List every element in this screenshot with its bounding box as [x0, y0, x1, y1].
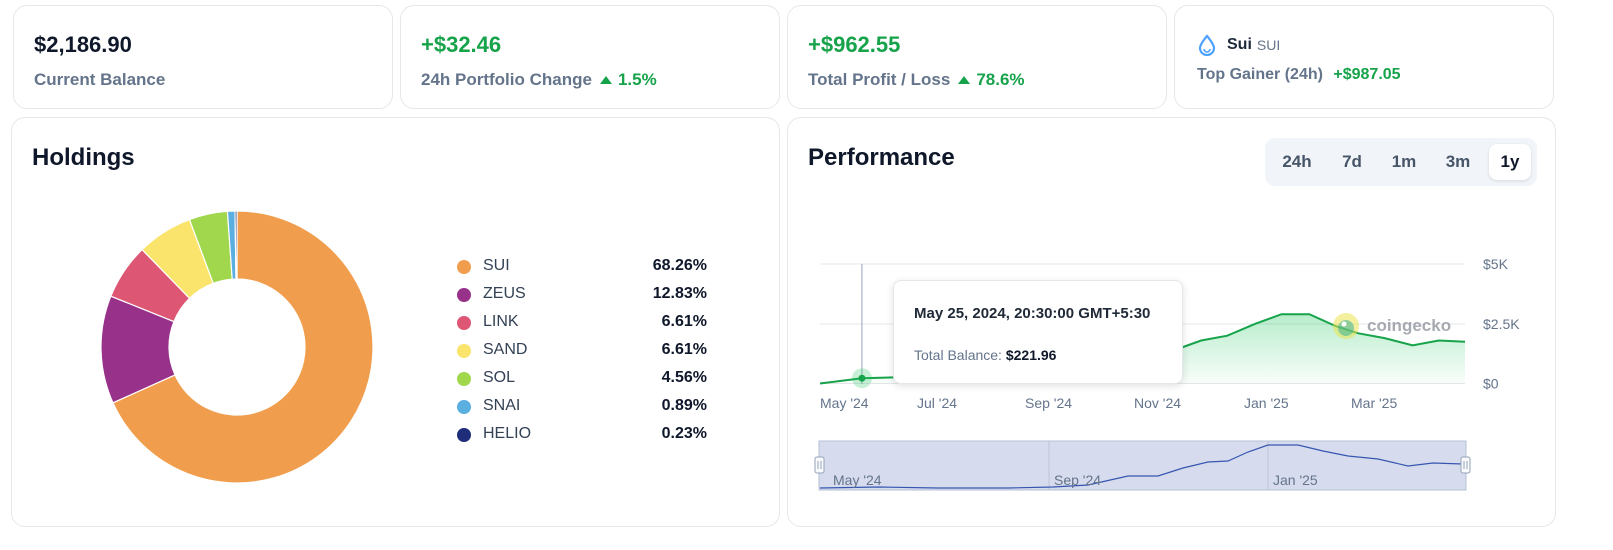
top-gainer-header: Sui SUI: [1197, 34, 1280, 56]
legend-item-sand[interactable]: SAND 6.61%: [457, 341, 707, 363]
navigator-label: Sep '24: [1054, 472, 1101, 488]
legend-dot: [457, 260, 471, 274]
tooltip-balance-value: $221.96: [1005, 347, 1057, 363]
legend-pct: 4.56%: [661, 369, 707, 386]
triangle-up-icon: [958, 75, 971, 84]
x-tick-label: May '24: [820, 395, 869, 411]
legend-pct: 12.83%: [652, 285, 707, 302]
navigator-label: May '24: [833, 472, 882, 488]
coingecko-watermark-text: coingecko: [1367, 316, 1451, 335]
hover-point[interactable]: [858, 374, 866, 382]
legend-dot: [457, 288, 471, 302]
legend-item-sui[interactable]: SUI 68.26%: [457, 257, 707, 279]
performance-title: Performance: [808, 144, 955, 171]
balance-area-fill: [820, 314, 1465, 384]
timeframe-selector: 24h 7d 1m 3m 1y: [1265, 138, 1537, 186]
y-tick-label: $2.5K: [1483, 316, 1520, 332]
holdings-donut-chart: [100, 210, 374, 484]
profit-loss-card: +$962.55 Total Profit / Loss 78.6%: [787, 5, 1167, 109]
donut-slice-sui[interactable]: [112, 210, 374, 484]
triangle-up-icon: [599, 75, 612, 84]
tooltip-date: May 25, 2024, 20:30:00 GMT+5:30: [914, 305, 1151, 322]
portfolio-change-row: 24h Portfolio Change 1.5%: [421, 70, 657, 90]
legend-pct: 6.61%: [661, 341, 707, 358]
holdings-title: Holdings: [32, 144, 135, 171]
x-tick-label: Mar '25: [1351, 395, 1397, 411]
sui-drop-icon: [1198, 34, 1216, 56]
current-balance-value: $2,186.90: [34, 32, 132, 57]
legend-dot: [457, 344, 471, 358]
tooltip-balance-row: Total Balance: $221.96: [914, 347, 1056, 363]
navigator-label: Jan '25: [1273, 472, 1318, 488]
legend-pct: 0.23%: [661, 425, 707, 442]
performance-card: Performance 24h 7d 1m 3m 1y May '24 Jul '…: [787, 117, 1556, 527]
profit-loss-value: +$962.55: [808, 32, 901, 57]
portfolio-change-pct: 1.5%: [617, 70, 657, 89]
current-balance-card: $2,186.90 Current Balance: [13, 5, 393, 109]
legend-dot: [457, 400, 471, 414]
timeframe-24h-button[interactable]: 24h: [1282, 152, 1312, 171]
legend-name: HELIO: [483, 425, 532, 442]
legend-item-sol[interactable]: SOL 4.56%: [457, 369, 707, 391]
legend-name: LINK: [483, 313, 519, 330]
y-tick-label: $0: [1483, 376, 1499, 392]
y-tick-label: $5K: [1483, 256, 1509, 272]
legend-name: ZEUS: [483, 285, 526, 302]
top-gainer-value: +$987.05: [1333, 66, 1401, 83]
portfolio-change-label: 24h Portfolio Change: [421, 70, 592, 89]
navigator-selection[interactable]: [818, 440, 1467, 491]
tooltip-balance-label: Total Balance:: [914, 347, 1002, 363]
current-balance-label: Current Balance: [34, 70, 166, 89]
top-gainer-label: Top Gainer (24h): [1197, 66, 1323, 83]
top-gainer-symbol: SUI: [1256, 37, 1281, 53]
timeframe-3m-button[interactable]: 3m: [1445, 152, 1471, 171]
navigator-right-handle[interactable]: [1460, 456, 1471, 474]
legend-pct: 6.61%: [661, 313, 707, 330]
profit-loss-pct: 78.6%: [976, 70, 1025, 89]
portfolio-change-card: +$32.46 24h Portfolio Change 1.5%: [400, 5, 780, 109]
legend-dot: [457, 428, 471, 442]
legend-item-snai[interactable]: SNAI 0.89%: [457, 397, 707, 419]
holdings-card: Holdings SUI 68.26% ZEUS 12.83% LINK 6.61% SAN…: [11, 117, 780, 527]
timeframe-1y-button[interactable]: 1y: [1489, 144, 1531, 180]
coingecko-watermark: coingecko: [1333, 313, 1451, 339]
legend-dot: [457, 372, 471, 386]
x-tick-label: Nov '24: [1134, 395, 1181, 411]
legend-name: SUI: [483, 257, 510, 274]
profit-loss-row: Total Profit / Loss 78.6%: [808, 70, 1025, 90]
navigator-left-handle[interactable]: [814, 456, 825, 474]
legend-name: SOL: [483, 369, 516, 386]
timeframe-7d-button[interactable]: 7d: [1342, 152, 1362, 171]
legend-name: SNAI: [483, 397, 521, 414]
x-tick-label: Jul '24: [917, 395, 957, 411]
top-gainer-card: Sui SUI Top Gainer (24h) +$987.05: [1174, 5, 1554, 109]
legend-item-link[interactable]: LINK 6.61%: [457, 313, 707, 335]
legend-item-helio[interactable]: HELIO 0.23%: [457, 425, 707, 447]
portfolio-change-value: +$32.46: [421, 32, 502, 57]
legend-pct: 0.89%: [661, 397, 707, 414]
navigator-series-line: [819, 444, 1464, 489]
legend-pct: 68.26%: [652, 257, 707, 274]
timeframe-1m-button[interactable]: 1m: [1391, 152, 1417, 171]
chart-tooltip: May 25, 2024, 20:30:00 GMT+5:30 Total Ba…: [893, 280, 1183, 384]
x-tick-label: Sep '24: [1025, 395, 1072, 411]
x-tick-label: Jan '25: [1244, 395, 1289, 411]
profit-loss-label: Total Profit / Loss: [808, 70, 951, 89]
top-gainer-row: Top Gainer (24h) +$987.05: [1197, 66, 1401, 84]
donut-slice-helio[interactable]: [234, 210, 238, 280]
legend-name: SAND: [483, 341, 528, 358]
legend-dot: [457, 316, 471, 330]
legend-item-zeus[interactable]: ZEUS 12.83%: [457, 285, 707, 307]
top-gainer-name: Sui: [1227, 36, 1252, 53]
